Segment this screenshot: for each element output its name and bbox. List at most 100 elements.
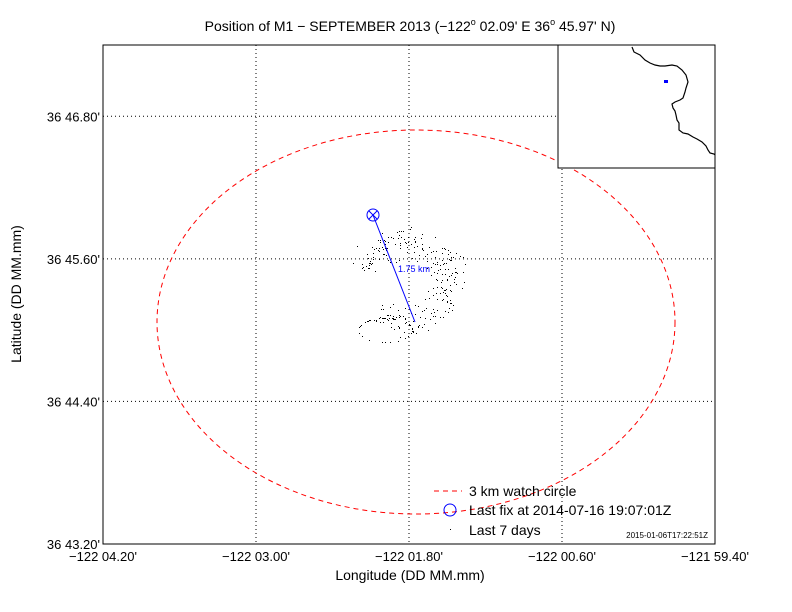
legend-last-7-days: Last 7 days (469, 522, 541, 538)
data-point (368, 258, 369, 259)
inset-map (557, 44, 716, 169)
watch-circle (156, 129, 676, 515)
data-point (390, 342, 391, 343)
data-point (457, 273, 458, 274)
data-point (373, 257, 374, 258)
data-point (453, 305, 454, 306)
data-point (431, 252, 432, 253)
data-point (450, 303, 451, 304)
x-tick-label: −122 03.00' (222, 549, 290, 564)
data-point (405, 338, 406, 339)
data-point (391, 323, 392, 324)
data-point (437, 280, 438, 281)
data-point (386, 255, 387, 256)
data-point (399, 235, 400, 236)
x-tick-label: −121 59.40' (681, 549, 749, 564)
data-point (382, 318, 383, 319)
data-point (384, 240, 385, 241)
data-point (413, 331, 414, 332)
data-point (422, 244, 423, 245)
data-point (447, 279, 448, 280)
data-point (370, 320, 371, 321)
data-point (433, 288, 434, 289)
data-point (454, 282, 455, 283)
data-point (442, 280, 443, 281)
data-point (425, 256, 426, 257)
data-point (446, 263, 447, 264)
data-point (437, 287, 438, 288)
data-point (400, 243, 401, 244)
data-point (407, 252, 408, 253)
data-point (450, 252, 451, 253)
data-point (443, 299, 444, 300)
data-point (399, 317, 400, 318)
data-point (448, 312, 449, 313)
data-point (383, 318, 384, 319)
data-point (422, 311, 423, 312)
data-point (451, 257, 452, 258)
data-point (374, 249, 375, 250)
data-point (408, 237, 409, 238)
data-point (429, 298, 430, 299)
data-point (421, 238, 422, 239)
data-point (369, 268, 370, 269)
data-point (385, 241, 386, 242)
data-point (369, 263, 370, 264)
data-point (437, 310, 438, 311)
data-point (379, 248, 380, 249)
data-point (404, 239, 405, 240)
data-point (444, 290, 445, 291)
data-point (452, 310, 453, 311)
data-point (417, 261, 418, 262)
data-point (370, 263, 371, 264)
data-point (437, 262, 438, 263)
data-point (431, 267, 432, 268)
data-point (447, 301, 448, 302)
data-point (445, 293, 446, 294)
data-point (398, 326, 399, 327)
data-point (456, 253, 457, 254)
data-point (443, 292, 444, 293)
data-point (368, 321, 369, 322)
data-point (381, 309, 382, 310)
data-point (400, 316, 401, 317)
data-point (359, 333, 360, 334)
data-point (424, 310, 425, 311)
legend-dot-icon (450, 529, 451, 530)
data-point (385, 244, 386, 245)
data-point (442, 260, 443, 261)
data-point (455, 272, 456, 273)
data-point (364, 270, 365, 271)
data-point (440, 293, 441, 294)
data-point (420, 317, 421, 318)
data-point (422, 327, 423, 328)
data-point (450, 285, 451, 286)
data-point (403, 231, 404, 232)
data-point (413, 321, 414, 322)
data-point (400, 248, 401, 249)
data-point (436, 251, 437, 252)
data-point (374, 320, 375, 321)
data-point (435, 316, 436, 317)
data-point (415, 241, 416, 242)
data-point (422, 248, 423, 249)
data-point (425, 318, 426, 319)
data-point (398, 341, 399, 342)
y-tick-label: 36 46.80' (47, 109, 100, 124)
distance-line (372, 214, 416, 323)
data-point (387, 319, 388, 320)
legend-watch-circle: 3 km watch circle (469, 483, 577, 499)
data-point (403, 316, 404, 317)
data-point (442, 288, 443, 289)
data-point (435, 323, 436, 324)
data-point (400, 245, 401, 246)
data-point (411, 333, 412, 334)
data-point (388, 242, 389, 243)
data-point (416, 333, 417, 334)
data-point (405, 308, 406, 309)
data-point (462, 288, 463, 289)
data-point (391, 327, 392, 328)
data-point (405, 242, 406, 243)
data-point (380, 240, 381, 241)
